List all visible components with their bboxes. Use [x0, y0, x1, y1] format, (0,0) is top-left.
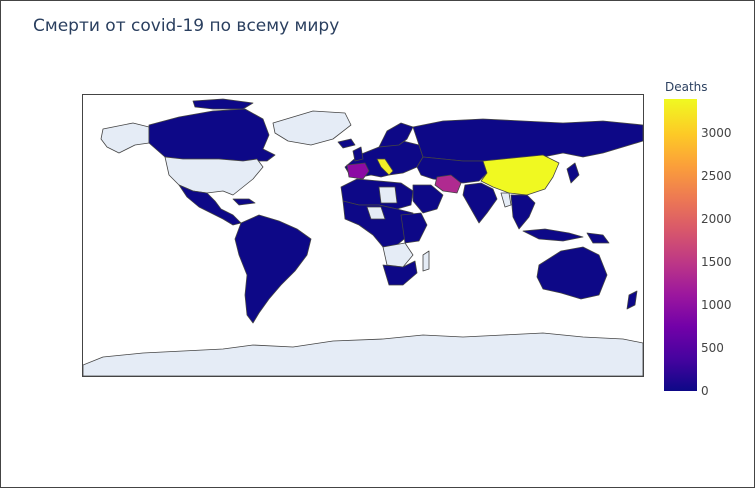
- region-japan[interactable]: [566, 162, 580, 184]
- region-iceland[interactable]: [337, 138, 356, 149]
- region-arabia[interactable]: [412, 184, 444, 214]
- world-map-svg: [83, 98, 643, 376]
- region-canada-islands[interactable]: [192, 98, 254, 110]
- world-map[interactable]: [82, 94, 644, 377]
- region-australia[interactable]: [536, 246, 608, 300]
- region-southeast-asia[interactable]: [510, 194, 536, 230]
- colorbar-tick-label: 500: [701, 341, 724, 356]
- colorbar-tick-label: 2500: [701, 169, 732, 184]
- region-south-america[interactable]: [234, 214, 312, 324]
- region-madagascar[interactable]: [422, 250, 430, 272]
- region-central-africa[interactable]: [342, 200, 414, 248]
- region-east-africa[interactable]: [400, 212, 428, 244]
- region-sahel-no-data[interactable]: [366, 206, 386, 220]
- chart-title: Смерти от covid-19 по всему миру: [33, 16, 340, 36]
- region-uk[interactable]: [352, 146, 364, 162]
- region-new-zealand[interactable]: [626, 290, 638, 310]
- region-spain[interactable]: [346, 162, 370, 180]
- region-alaska[interactable]: [100, 122, 150, 154]
- region-caribbean[interactable]: [232, 198, 256, 206]
- region-usa[interactable]: [164, 156, 264, 196]
- region-india[interactable]: [462, 182, 498, 224]
- region-iran[interactable]: [434, 174, 462, 194]
- colorbar-tick-label: 3000: [701, 126, 732, 141]
- region-libya-sahara[interactable]: [378, 186, 398, 204]
- colorbar: [664, 99, 697, 391]
- region-russia[interactable]: [412, 118, 643, 162]
- colorbar-tick-label: 2000: [701, 212, 732, 227]
- colorbar-tick-label: 0: [701, 384, 709, 398]
- region-italy[interactable]: [376, 158, 394, 176]
- region-china[interactable]: [480, 154, 560, 196]
- region-southern-africa[interactable]: [382, 260, 418, 286]
- region-myanmar[interactable]: [500, 192, 512, 208]
- region-papua[interactable]: [586, 232, 610, 244]
- region-southern-africa-no-data[interactable]: [382, 242, 414, 268]
- region-canada[interactable]: [148, 108, 276, 162]
- colorbar-title: Deaths: [665, 80, 708, 94]
- region-antarctica[interactable]: [83, 332, 643, 376]
- region-greenland[interactable]: [272, 110, 352, 146]
- colorbar-tick-label: 1500: [701, 255, 732, 270]
- colorbar-tick-label: 1000: [701, 298, 732, 313]
- region-central-asia[interactable]: [416, 156, 488, 184]
- region-indonesia[interactable]: [522, 228, 584, 242]
